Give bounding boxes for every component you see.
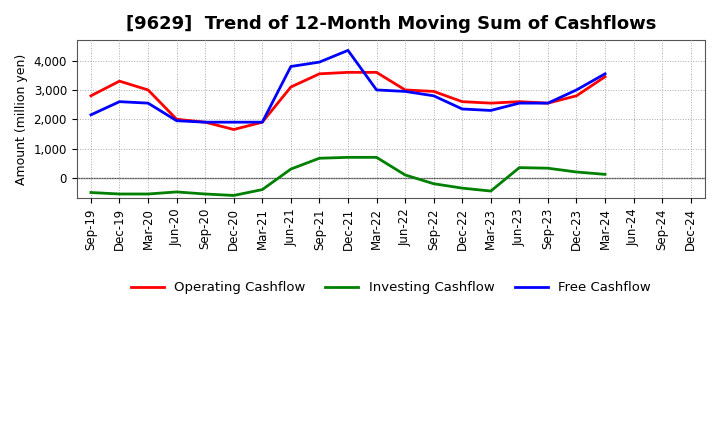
Investing Cashflow bbox=[458, 186, 467, 191]
Investing Cashflow bbox=[258, 187, 266, 192]
Title: [9629]  Trend of 12-Month Moving Sum of Cashflows: [9629] Trend of 12-Month Moving Sum of C… bbox=[125, 15, 656, 33]
Investing Cashflow bbox=[86, 190, 95, 195]
Investing Cashflow bbox=[487, 188, 495, 194]
Investing Cashflow bbox=[515, 165, 523, 170]
Investing Cashflow bbox=[172, 189, 181, 194]
Free Cashflow bbox=[258, 120, 266, 125]
Operating Cashflow bbox=[544, 100, 552, 106]
Line: Free Cashflow: Free Cashflow bbox=[91, 50, 605, 122]
Operating Cashflow bbox=[429, 89, 438, 94]
Free Cashflow bbox=[458, 106, 467, 112]
Legend: Operating Cashflow, Investing Cashflow, Free Cashflow: Operating Cashflow, Investing Cashflow, … bbox=[125, 276, 656, 300]
Operating Cashflow bbox=[315, 71, 324, 77]
Free Cashflow bbox=[487, 108, 495, 113]
Investing Cashflow bbox=[115, 191, 124, 197]
Investing Cashflow bbox=[343, 155, 352, 160]
Free Cashflow bbox=[287, 64, 295, 69]
Free Cashflow bbox=[230, 120, 238, 125]
Operating Cashflow bbox=[600, 74, 609, 79]
Operating Cashflow bbox=[201, 120, 210, 125]
Investing Cashflow bbox=[372, 155, 381, 160]
Operating Cashflow bbox=[230, 127, 238, 132]
Free Cashflow bbox=[144, 100, 153, 106]
Free Cashflow bbox=[572, 87, 581, 92]
Line: Operating Cashflow: Operating Cashflow bbox=[91, 72, 605, 129]
Free Cashflow bbox=[115, 99, 124, 104]
Investing Cashflow bbox=[429, 181, 438, 187]
Investing Cashflow bbox=[572, 169, 581, 175]
Operating Cashflow bbox=[287, 84, 295, 90]
Free Cashflow bbox=[515, 100, 523, 106]
Investing Cashflow bbox=[230, 193, 238, 198]
Operating Cashflow bbox=[458, 99, 467, 104]
Operating Cashflow bbox=[572, 93, 581, 99]
Investing Cashflow bbox=[201, 191, 210, 197]
Free Cashflow bbox=[372, 87, 381, 92]
Operating Cashflow bbox=[343, 70, 352, 75]
Operating Cashflow bbox=[487, 100, 495, 106]
Investing Cashflow bbox=[144, 191, 153, 197]
Free Cashflow bbox=[315, 59, 324, 65]
Operating Cashflow bbox=[172, 117, 181, 122]
Free Cashflow bbox=[172, 118, 181, 123]
Investing Cashflow bbox=[287, 166, 295, 172]
Y-axis label: Amount (million yen): Amount (million yen) bbox=[15, 54, 28, 185]
Investing Cashflow bbox=[401, 172, 410, 178]
Free Cashflow bbox=[343, 48, 352, 53]
Investing Cashflow bbox=[600, 172, 609, 177]
Investing Cashflow bbox=[544, 165, 552, 171]
Line: Investing Cashflow: Investing Cashflow bbox=[91, 158, 605, 195]
Free Cashflow bbox=[401, 89, 410, 94]
Free Cashflow bbox=[544, 100, 552, 106]
Operating Cashflow bbox=[401, 87, 410, 92]
Operating Cashflow bbox=[372, 70, 381, 75]
Operating Cashflow bbox=[144, 87, 153, 92]
Free Cashflow bbox=[86, 112, 95, 117]
Free Cashflow bbox=[429, 93, 438, 99]
Free Cashflow bbox=[201, 120, 210, 125]
Investing Cashflow bbox=[315, 156, 324, 161]
Operating Cashflow bbox=[86, 93, 95, 99]
Operating Cashflow bbox=[258, 120, 266, 125]
Operating Cashflow bbox=[115, 78, 124, 84]
Operating Cashflow bbox=[515, 99, 523, 104]
Free Cashflow bbox=[600, 71, 609, 77]
